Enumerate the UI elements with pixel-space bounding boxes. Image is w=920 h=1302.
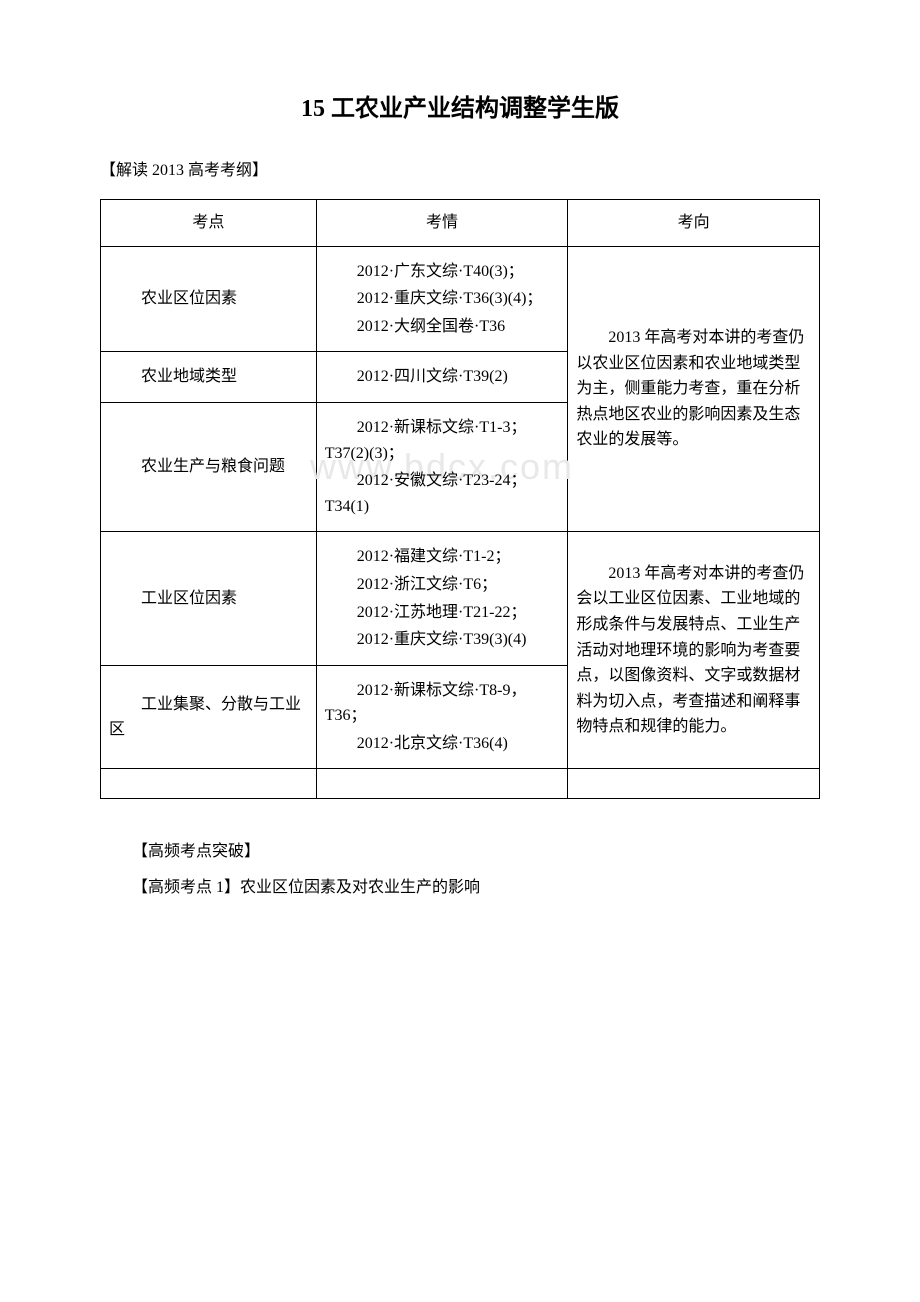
exam-item: 2012·浙江文综·T6； <box>325 572 560 598</box>
topic-cell: 农业区位因素 <box>101 246 317 352</box>
empty-cell <box>101 769 317 799</box>
header-col2: 考情 <box>316 199 568 246</box>
main-table: 考点 考情 考向 农业区位因素 2012·广东文综·T40(3)； 2012·重… <box>100 199 820 800</box>
exam-item: 2012·福建文综·T1-2； <box>325 544 560 570</box>
direction-cell: 2013 年高考对本讲的考查仍会以工业区位因素、工业地域的形成条件与发展特点、工… <box>568 532 820 769</box>
header-col3: 考向 <box>568 199 820 246</box>
exam-cell: 2012·福建文综·T1-2； 2012·浙江文综·T6； 2012·江苏地理·… <box>316 532 568 665</box>
page-title: 15 工农业产业结构调整学生版 <box>100 90 820 128</box>
exam-cell: 2012·广东文综·T40(3)； 2012·重庆文综·T36(3)(4)； 2… <box>316 246 568 352</box>
exam-cell: www.bdcx.com 2012·新课标文综·T1-3；T37(2)(3)； … <box>316 402 568 531</box>
table-empty-row <box>101 769 820 799</box>
bottom-line-2: 【高频考点 1】农业区位因素及对农业生产的影响 <box>100 875 820 901</box>
topic-cell: 农业生产与粮食问题 <box>101 402 317 531</box>
exam-item: 2012·四川文综·T39(2) <box>325 364 560 390</box>
bottom-section: 【高频考点突破】 【高频考点 1】农业区位因素及对农业生产的影响 <box>100 839 820 900</box>
exam-item: 2012·广东文综·T40(3)； <box>325 259 560 285</box>
subtitle: 【解读 2013 高考考纲】 <box>100 158 820 184</box>
bottom-line-1: 【高频考点突破】 <box>100 839 820 865</box>
table-row: 农业区位因素 2012·广东文综·T40(3)； 2012·重庆文综·T36(3… <box>101 246 820 352</box>
table-row: 工业区位因素 2012·福建文综·T1-2； 2012·浙江文综·T6； 201… <box>101 532 820 665</box>
exam-item: 2012·安徽文综·T23-24；T34(1) <box>325 468 560 519</box>
header-col1: 考点 <box>101 199 317 246</box>
exam-item: 2012·大纲全国卷·T36 <box>325 314 560 340</box>
exam-item: 2012·重庆文综·T36(3)(4)； <box>325 286 560 312</box>
direction-cell: 2013 年高考对本讲的考查仍以农业区位因素和农业地域类型为主，侧重能力考查，重… <box>568 246 820 532</box>
topic-cell: 工业集聚、分散与工业区 <box>101 665 317 769</box>
topic-cell: 农业地域类型 <box>101 352 317 403</box>
exam-item: 2012·江苏地理·T21-22； <box>325 600 560 626</box>
empty-cell <box>568 769 820 799</box>
exam-item: 2012·重庆文综·T39(3)(4) <box>325 627 560 653</box>
table-header-row: 考点 考情 考向 <box>101 199 820 246</box>
empty-cell <box>316 769 568 799</box>
exam-item: 2012·新课标文综·T8-9，T36； <box>325 678 560 729</box>
topic-cell: 工业区位因素 <box>101 532 317 665</box>
exam-cell: 2012·新课标文综·T8-9，T36； 2012·北京文综·T36(4) <box>316 665 568 769</box>
exam-item: 2012·北京文综·T36(4) <box>325 731 560 757</box>
exam-cell: 2012·四川文综·T39(2) <box>316 352 568 403</box>
exam-item: 2012·新课标文综·T1-3；T37(2)(3)； <box>325 415 560 466</box>
